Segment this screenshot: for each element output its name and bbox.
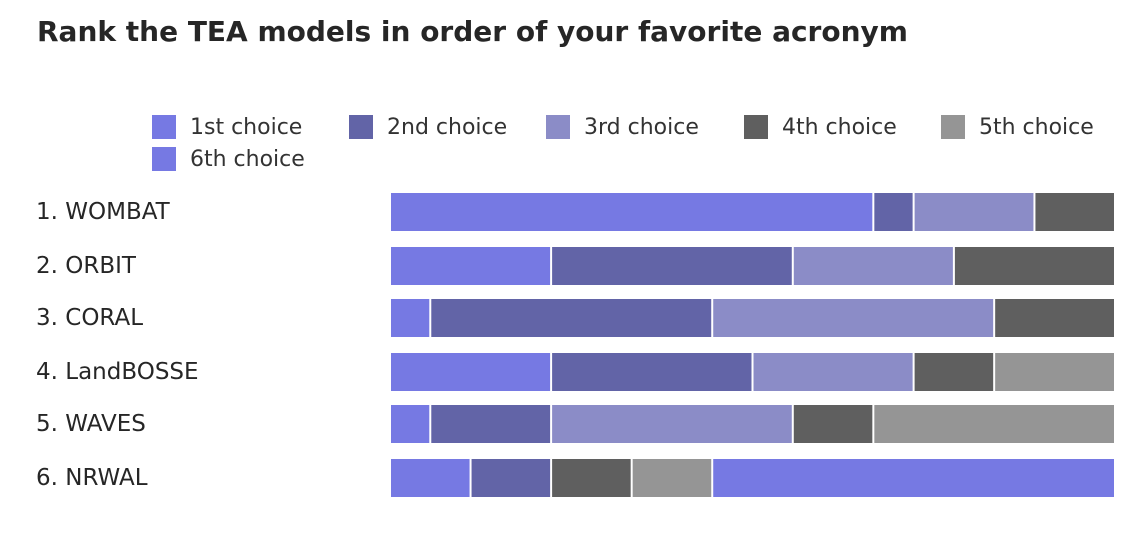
bar-segment-wombat-2nd-choice[interactable] [874,193,913,231]
bar-segment-landbosse-1st-choice[interactable] [391,353,551,391]
bar-segment-waves-4th-choice[interactable] [793,405,873,443]
bar-segment-orbit-3rd-choice[interactable] [793,247,953,285]
bar-segment-landbosse-3rd-choice[interactable] [753,353,913,391]
legend-swatch-3rd-choice [546,115,570,139]
bar-segment-nrwal-4th-choice[interactable] [552,459,631,497]
bar-segment-nrwal-5th-choice[interactable] [632,459,712,497]
legend-swatch-2nd-choice [349,115,373,139]
category-label-landbosse: 4. LandBOSSE [36,359,199,385]
bar-segment-nrwal-1st-choice[interactable] [391,459,470,497]
bar-segment-wombat-4th-choice[interactable] [1035,193,1114,231]
bar-segment-coral-3rd-choice[interactable] [713,299,994,337]
bar-segment-orbit-4th-choice[interactable] [954,247,1114,285]
bar-segment-nrwal-2nd-choice[interactable] [471,459,551,497]
bar-segment-coral-4th-choice[interactable] [995,299,1114,337]
category-label-coral: 3. CORAL [36,305,144,331]
chart-title: Rank the TEA models in order of your fav… [37,15,908,48]
legend-item-2nd-choice: 2nd choice [349,114,507,140]
bar-segment-landbosse-2nd-choice[interactable] [552,353,752,391]
bar-segment-wombat-1st-choice[interactable] [391,193,873,231]
bar-segment-orbit-1st-choice[interactable] [391,247,551,285]
legend-swatch-5th-choice [941,115,965,139]
legend-item-4th-choice: 4th choice [744,114,897,140]
category-label-orbit: 2. ORBIT [36,253,136,279]
category-label-nrwal: 6. NRWAL [36,465,148,491]
legend-label-4th-choice: 4th choice [782,114,897,140]
bar-segment-coral-2nd-choice[interactable] [431,299,712,337]
bar-segment-coral-1st-choice[interactable] [391,299,430,337]
bar-segment-waves-5th-choice[interactable] [874,405,1114,443]
bar-segment-waves-3rd-choice[interactable] [552,405,792,443]
bar-segment-nrwal-6th-choice[interactable] [713,459,1114,497]
legend-item-5th-choice: 5th choice [941,114,1094,140]
bar-segment-wombat-3rd-choice[interactable] [914,193,1034,231]
legend-label-5th-choice: 5th choice [979,114,1094,140]
bar-segment-orbit-2nd-choice[interactable] [552,247,792,285]
legend-label-1st-choice: 1st choice [190,114,303,140]
legend-label-2nd-choice: 2nd choice [387,114,508,140]
legend-swatch-4th-choice [744,115,768,139]
bar-segment-landbosse-4th-choice[interactable] [914,353,994,391]
legend-label-6th-choice: 6th choice [190,146,305,172]
category-label-wombat: 1. WOMBAT [36,199,170,225]
legend-item-1st-choice: 1st choice [152,114,302,140]
bar-segment-waves-1st-choice[interactable] [391,405,430,443]
legend-item-3rd-choice: 3rd choice [546,114,699,140]
bar-segment-landbosse-5th-choice[interactable] [995,353,1114,391]
bar-segment-waves-2nd-choice[interactable] [431,405,551,443]
legend-item-6th-choice: 6th choice [152,146,305,172]
category-label-waves: 5. WAVES [36,411,146,437]
legend-swatch-6th-choice [152,147,176,171]
legend-swatch-1st-choice [152,115,176,139]
legend-label-3rd-choice: 3rd choice [584,114,699,140]
